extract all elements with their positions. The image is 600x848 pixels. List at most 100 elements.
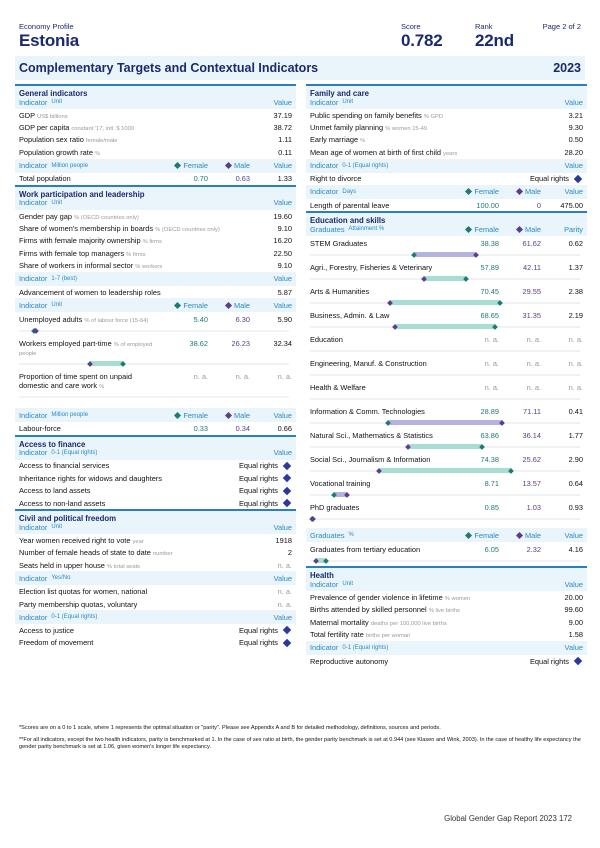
table-row: Access to non-land assets Equal rights: [15, 497, 296, 509]
gap-bar: [89, 361, 124, 367]
row-label: Length of parental leave: [310, 200, 390, 210]
gap-track: [310, 417, 580, 426]
row-label: Population sex ratio female/male: [19, 135, 118, 145]
row-value: Equal rights: [530, 657, 583, 666]
row-value: 16.20: [273, 236, 293, 246]
row-label: Population growth rate%: [19, 147, 101, 157]
table-row: Social Sci., Journalism & Information 74.…: [306, 452, 587, 474]
female-value: 57.89: [480, 263, 500, 273]
gap-track: [19, 358, 289, 367]
table-row: Party membership quotas, voluntary n. a.: [15, 598, 296, 610]
row-value: Equal rights: [239, 499, 292, 508]
table-row: Length of parental leave 100.00 0 475.00: [306, 199, 587, 211]
male-header: Male: [499, 225, 541, 234]
table-row: Mean age of women at birth of first chil…: [306, 146, 587, 158]
row-label: Party membership quotas, voluntary: [19, 599, 138, 609]
male-value: 31.35: [522, 311, 542, 321]
unit-label: Days: [342, 188, 357, 195]
table-row: Proportion of time spent on unpaid domes…: [15, 369, 296, 400]
table-row: Number of female heads of state to date n…: [15, 547, 296, 559]
indicator-label: Indicator: [19, 448, 48, 458]
female-value: 6.05: [484, 545, 499, 555]
female-header: Female: [158, 411, 208, 420]
row-value: Equal rights: [530, 174, 583, 183]
unit-label: %: [348, 532, 354, 539]
female-marker: [479, 444, 486, 450]
female-marker: [492, 324, 499, 330]
male-value: 1.03: [526, 503, 541, 513]
gap-bar: [333, 492, 347, 498]
unit-label: Unit: [342, 99, 354, 105]
female-marker: [323, 558, 330, 564]
row-value: 1.58: [568, 630, 583, 640]
unit-label: Million people: [51, 412, 89, 419]
row-label: Access to justice: [19, 625, 75, 635]
table-row: Total population 0.70 0.63 1.33: [15, 173, 296, 185]
row-label: Early marriage%: [310, 135, 366, 145]
male-marker: [499, 420, 505, 426]
value-header: Value: [273, 274, 292, 284]
total-value: 0.62: [568, 239, 583, 249]
female-marker: [497, 300, 504, 306]
indicator-header: Graduates Attainment % Female Male Parity: [306, 222, 587, 237]
section-heading: Work participation and leadership: [15, 184, 296, 199]
row-value: 1.11: [278, 135, 292, 145]
table-row: Early marriage% 0.50: [306, 134, 587, 146]
diamond-icon: [573, 174, 583, 183]
row-label: PhD graduates: [310, 503, 360, 513]
table-row: Vocational training 8.71 13.57 0.64: [306, 476, 587, 498]
value-header: Value: [273, 573, 292, 583]
section-heading: Education and skills: [306, 211, 587, 225]
unit-label: Unit: [51, 199, 63, 206]
table-row: Right to divorce Equal rights: [306, 173, 587, 185]
row-value: Equal rights: [239, 486, 292, 495]
table-row: Unmet family planning% women 15-49 9.30: [306, 121, 587, 133]
value-header: Value: [564, 530, 583, 540]
female-value: 74.38: [480, 455, 500, 465]
gap-bar: [413, 252, 477, 258]
indicator-header: Indicator Million people Female Male Value: [15, 158, 296, 173]
row-value: 9.00: [568, 617, 583, 627]
row-value: 37.19: [273, 110, 293, 120]
table-row: PhD graduates 0.85 1.03 0.93: [306, 500, 587, 522]
unit-label: 0-1 (Equal rights): [51, 449, 98, 456]
indicator-header: Indicator 0-1 (Equal rights) Value: [15, 445, 296, 460]
row-label: Gender pay gap% (OECD countries only): [19, 211, 139, 221]
row-value: 19.60: [273, 211, 293, 221]
table-row: Maternal mortality deaths per 100,000 liv…: [306, 616, 587, 628]
row-value: 1918: [275, 535, 292, 545]
table-row: Year women received right to vote year 191…: [15, 534, 296, 546]
value-header: Value: [564, 161, 583, 171]
value-header: Value: [273, 448, 292, 458]
table-row: GDP US$ billions 37.19: [15, 109, 296, 121]
row-label: Labour-force: [19, 423, 61, 433]
row-value: Equal rights: [239, 461, 292, 470]
row-label: Health & Welfare: [310, 383, 366, 393]
indicator-header: Indicator Days Female Male Value: [306, 184, 587, 199]
total-value: 475.00: [560, 200, 583, 210]
page-number: Page 2 of 2: [542, 22, 581, 31]
value-header: Value: [564, 579, 583, 589]
male-value: 25.62: [522, 455, 542, 465]
rank-value: 22nd: [475, 31, 514, 50]
row-value: Equal rights: [239, 638, 292, 647]
indicator-header: Indicator Unit Value: [15, 520, 296, 535]
indicator-label: Indicator: [19, 198, 48, 208]
row-label: Business, Admin. & Law: [310, 311, 390, 321]
value-header: Value: [273, 300, 292, 310]
row-label: Prevalence of gender violence in lifetim…: [310, 593, 471, 603]
unit-label: 1-7 (best): [51, 275, 78, 282]
score-label: Score: [401, 22, 421, 31]
row-label: Reproductive autonomy: [310, 656, 389, 666]
row-label: Firms with female top managers% firms: [19, 248, 146, 258]
indicator-header: Indicator Unit Value: [306, 95, 587, 109]
diamond-icon: [282, 638, 292, 648]
value-header: Value: [564, 643, 583, 653]
indicator-label: Indicator: [19, 97, 48, 107]
diamond-icon: [282, 461, 292, 471]
gap-track: [310, 489, 580, 498]
footnote-1: *Scores are on a 0 to 1 scale, where 1 r…: [19, 725, 441, 731]
indicator-header: Indicator 1-7 (best) Value: [15, 271, 296, 286]
row-label: Total population: [19, 174, 71, 184]
gap-bar: [316, 558, 327, 564]
